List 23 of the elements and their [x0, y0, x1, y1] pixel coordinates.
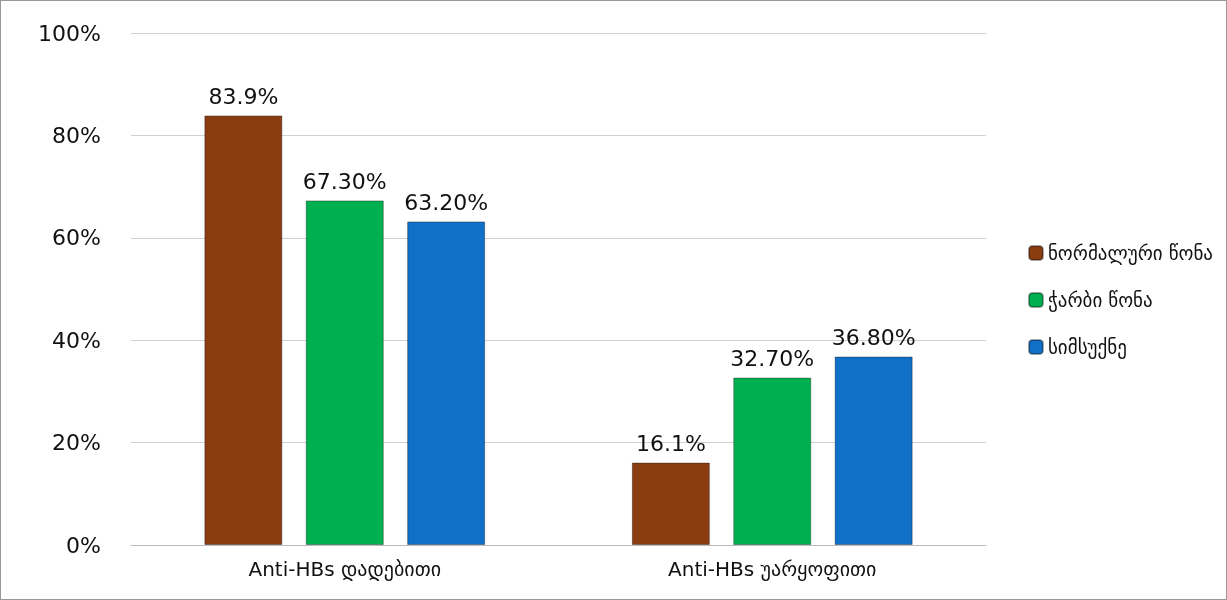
- legend-label: ჭარბი წონა: [1047, 289, 1153, 312]
- data-label: 63.20%: [404, 189, 489, 215]
- y-tick-label: 0%: [66, 532, 101, 558]
- bar: [204, 115, 283, 545]
- y-tick-label: 60%: [52, 225, 101, 251]
- y-tick-label: 40%: [52, 327, 101, 353]
- x-tick-label: Anti-HBs დადებითი: [248, 557, 442, 581]
- data-label: 67.30%: [302, 168, 387, 194]
- bar: [631, 462, 710, 545]
- legend-label: ნორმალური წონა: [1047, 242, 1214, 265]
- legend-label: სიმსუქნე: [1047, 336, 1127, 359]
- y-tick-label: 20%: [52, 430, 101, 456]
- data-label: 83.9%: [208, 83, 279, 109]
- data-label: 32.70%: [730, 346, 815, 372]
- x-tick-label: Anti-HBs უარყოფითი: [668, 557, 877, 581]
- data-label: 16.1%: [635, 431, 706, 457]
- bar: [834, 356, 913, 545]
- bar: [305, 200, 384, 545]
- y-tick-label: 80%: [52, 122, 101, 148]
- bar: [407, 221, 486, 545]
- data-label: 36.80%: [831, 325, 916, 351]
- bar: [733, 377, 812, 545]
- y-tick-label: 100%: [38, 20, 101, 46]
